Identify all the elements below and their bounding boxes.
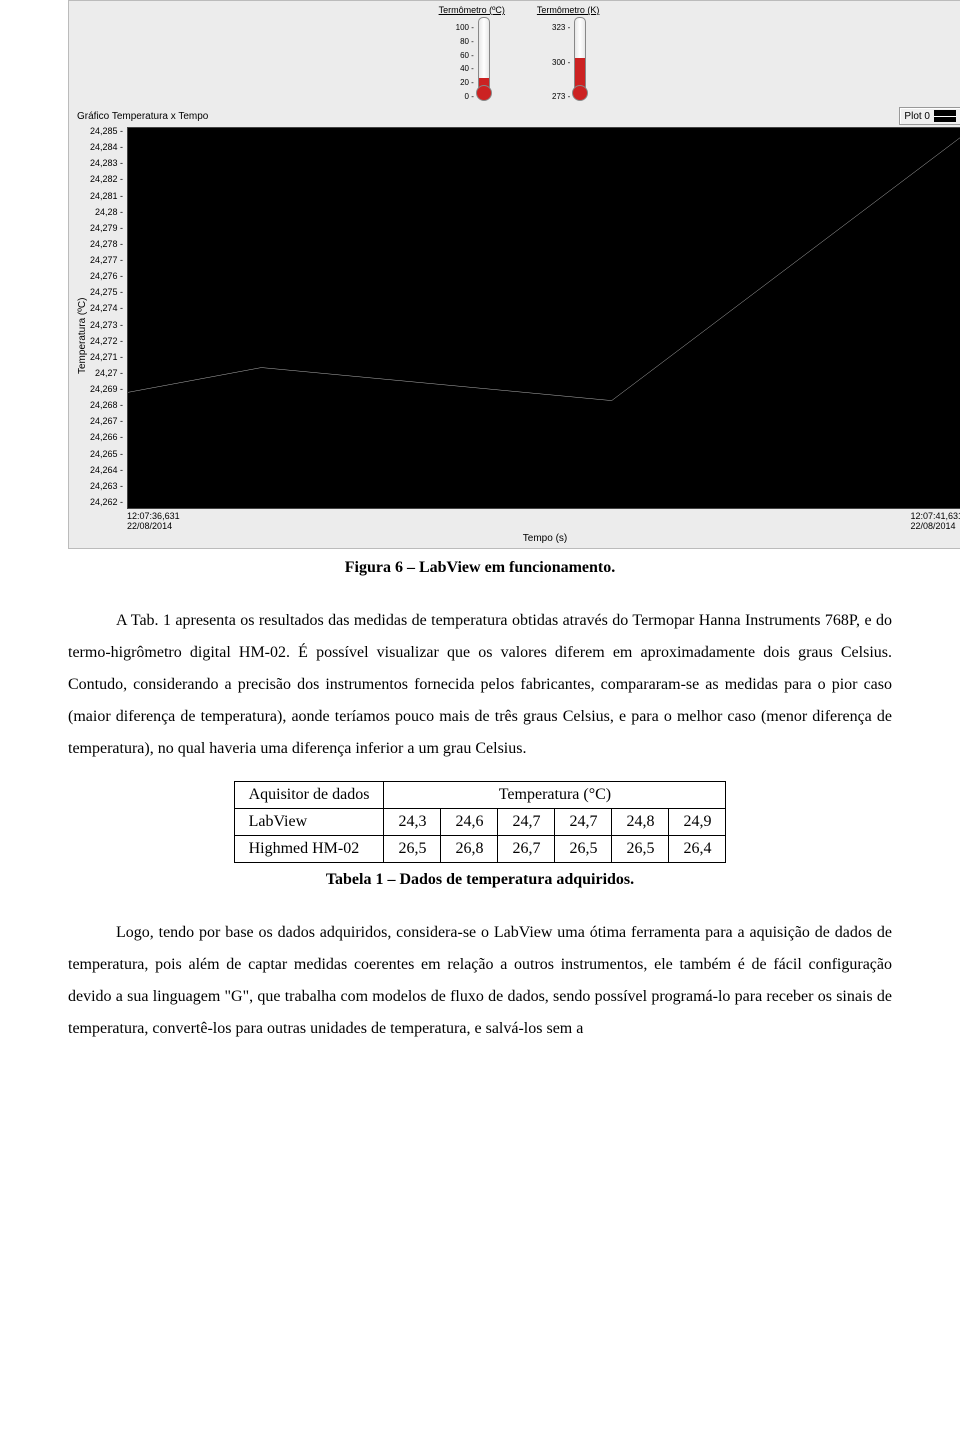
body-text-2: Logo, tendo por base os dados adquiridos… xyxy=(0,917,960,1045)
y-tick: 24,277 - xyxy=(90,256,123,265)
thermo-kelvin-title: Termômetro (K) xyxy=(537,5,600,15)
thermo-bulb-icon xyxy=(572,85,588,101)
thermometers-row: Termômetro (ºC) 100 -80 -60 -40 -20 -0 -… xyxy=(69,1,960,105)
table-cell: 26,4 xyxy=(669,836,726,863)
y-tick: 24,266 - xyxy=(90,433,123,442)
table-cell: 24,8 xyxy=(612,809,669,836)
y-tick: 24,275 - xyxy=(90,288,123,297)
y-tick: 24,282 - xyxy=(90,175,123,184)
table-header-aquisitor: Aquisitor de dados xyxy=(234,782,384,809)
y-axis-label: Temperatura (ºC) xyxy=(75,127,90,544)
body-text: A Tab. 1 apresenta os resultados das med… xyxy=(0,605,960,765)
y-tick: 24,285 - xyxy=(90,127,123,136)
legend-label: Plot 0 xyxy=(904,111,930,122)
x-tick: 12:07:36,63122/08/2014 xyxy=(127,511,180,531)
thermo-celsius-title: Termômetro (ºC) xyxy=(439,5,505,15)
y-tick: 24,281 - xyxy=(90,192,123,201)
y-tick: 24,276 - xyxy=(90,272,123,281)
y-tick: 24,263 - xyxy=(90,482,123,491)
y-tick: 24,262 - xyxy=(90,498,123,507)
temperature-table: Aquisitor de dados Temperatura (°C) LabV… xyxy=(234,781,727,863)
y-tick: 24,272 - xyxy=(90,337,123,346)
table-row-label: LabView xyxy=(234,809,384,836)
table-row: LabView24,324,624,724,724,824,9 xyxy=(234,809,726,836)
y-axis-ticks: 24,285 - 24,284 - 24,283 - 24,282 - 24,281 -… xyxy=(90,127,127,507)
figure-caption: Figura 6 – LabView em funcionamento. xyxy=(0,559,960,577)
plot-svg xyxy=(128,128,960,508)
legend-swatch-icon xyxy=(934,110,956,122)
y-tick: 24,265 - xyxy=(90,450,123,459)
y-tick: 24,267 - xyxy=(90,417,123,426)
table-cell: 24,9 xyxy=(669,809,726,836)
table-cell: 26,7 xyxy=(498,836,555,863)
table-cell: 26,5 xyxy=(384,836,441,863)
y-tick: 24,283 - xyxy=(90,159,123,168)
table-caption: Tabela 1 – Dados de temperatura adquirid… xyxy=(0,871,960,889)
x-axis-ticks: 12:07:36,63122/08/2014 12:07:41,63122/08/… xyxy=(127,511,960,531)
table-cell: 24,3 xyxy=(384,809,441,836)
y-tick: 24,269 - xyxy=(90,385,123,394)
y-tick: 24,27 - xyxy=(90,369,123,378)
table-row: Highmed HM-0226,526,826,726,526,526,4 xyxy=(234,836,726,863)
y-tick: 24,273 - xyxy=(90,321,123,330)
table-cell: 26,5 xyxy=(555,836,612,863)
table-cell: 26,8 xyxy=(441,836,498,863)
x-axis-label: Tempo (s) xyxy=(127,533,960,544)
table-header-row: Aquisitor de dados Temperatura (°C) xyxy=(234,782,726,809)
table-cell: 24,7 xyxy=(498,809,555,836)
chart-legend[interactable]: Plot 0 xyxy=(899,107,960,125)
y-tick: 24,271 - xyxy=(90,353,123,362)
thermo-kelvin-tube[interactable] xyxy=(574,17,584,101)
thermo-kelvin-scale: 323 -300 -273 - xyxy=(552,23,570,101)
y-tick: 24,279 - xyxy=(90,224,123,233)
y-tick: 24,284 - xyxy=(90,143,123,152)
thermo-kelvin-body: 323 -300 -273 - xyxy=(552,17,584,101)
chart-title: Gráfico Temperatura x Tempo xyxy=(77,111,208,122)
chart-body: Temperatura (ºC) 24,285 - 24,284 - 24,283 … xyxy=(69,127,960,548)
table-cell: 24,6 xyxy=(441,809,498,836)
plot-area[interactable] xyxy=(127,127,960,509)
thermo-celsius-scale: 100 -80 -60 -40 -20 -0 - xyxy=(456,23,474,101)
thermo-bulb-icon xyxy=(476,85,492,101)
table-row-label: Highmed HM-02 xyxy=(234,836,384,863)
y-tick: 24,264 - xyxy=(90,466,123,475)
y-tick: 24,274 - xyxy=(90,304,123,313)
thermo-celsius-body: 100 -80 -60 -40 -20 -0 - xyxy=(456,17,488,101)
thermo-kelvin: Termômetro (K) 323 -300 -273 - xyxy=(537,5,600,101)
paragraph-1: A Tab. 1 apresenta os resultados das med… xyxy=(68,605,892,765)
thermo-celsius: Termômetro (ºC) 100 -80 -60 -40 -20 -0 - xyxy=(439,5,505,101)
chart-header: Gráfico Temperatura x Tempo Plot 0 xyxy=(69,105,960,127)
thermo-celsius-tube[interactable] xyxy=(478,17,488,101)
paragraph-2: Logo, tendo por base os dados adquiridos… xyxy=(68,917,892,1045)
page-root: Termômetro (ºC) 100 -80 -60 -40 -20 -0 -… xyxy=(0,0,960,1045)
table-cell: 26,5 xyxy=(612,836,669,863)
y-tick: 24,278 - xyxy=(90,240,123,249)
table-cell: 24,7 xyxy=(555,809,612,836)
labview-panel: Termômetro (ºC) 100 -80 -60 -40 -20 -0 -… xyxy=(68,0,960,549)
y-tick: 24,268 - xyxy=(90,401,123,410)
x-tick: 12:07:41,63122/08/2014 xyxy=(910,511,960,531)
y-tick: 24,28 - xyxy=(90,208,123,217)
table-header-temp: Temperatura (°C) xyxy=(384,782,726,809)
